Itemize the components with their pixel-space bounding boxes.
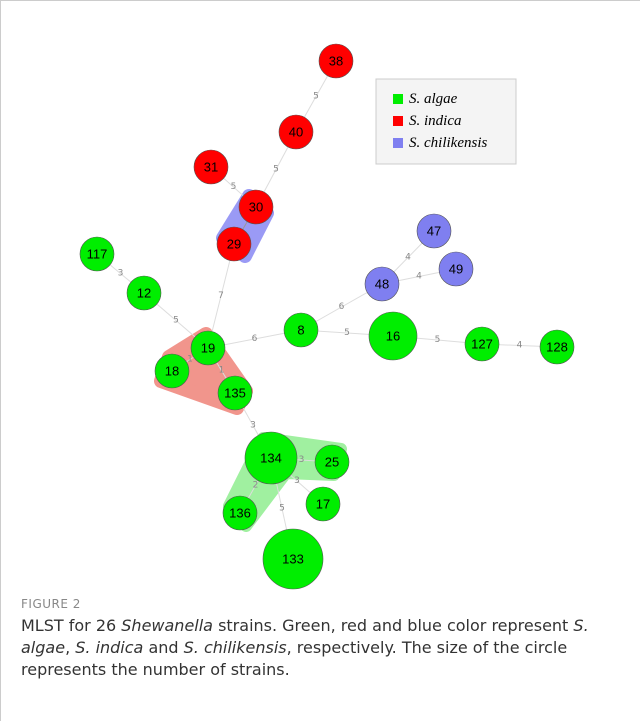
edge-label: 3 (294, 476, 300, 486)
caption-part: S. algae (21, 616, 589, 657)
node (278, 114, 314, 150)
node-label: 136 (229, 506, 251, 521)
edge-label: 4 (416, 272, 422, 282)
caption: FIGURE 2 MLST for 26 Shewanella strains.… (21, 597, 621, 681)
node-label: 47 (427, 224, 441, 239)
node-label: 31 (204, 160, 218, 175)
node (368, 311, 418, 361)
caption-part: and (143, 638, 184, 657)
node-label: 25 (325, 455, 339, 470)
legend-label: S. algae (409, 91, 458, 107)
node (318, 43, 354, 79)
network: 5557356644554113332538403130291171247494… (79, 43, 575, 590)
node (539, 329, 575, 365)
node (193, 149, 229, 185)
node-label: 49 (449, 262, 463, 277)
node (364, 266, 400, 302)
node (222, 495, 258, 531)
node-label: 38 (329, 54, 343, 69)
edge-label: 3 (118, 269, 124, 279)
legend-swatch (393, 116, 403, 126)
legend-label: S. chilikensis (409, 135, 487, 151)
node (238, 189, 274, 225)
node (464, 326, 500, 362)
node-label: 135 (224, 386, 246, 401)
node-label: 133 (282, 552, 304, 567)
node-label: 19 (201, 341, 215, 356)
edge (207, 243, 235, 349)
node-label: 16 (386, 329, 400, 344)
node (126, 275, 162, 311)
node (79, 236, 115, 272)
node-label: 8 (297, 323, 304, 338)
edge-label: 5 (273, 165, 279, 175)
edge-label: 2 (253, 481, 259, 491)
caption-part: , respectively. The size of the circle r… (21, 638, 568, 679)
legend-swatch (393, 138, 403, 148)
caption-part: S. chilikensis (183, 638, 287, 657)
figure-label: FIGURE 2 (21, 597, 81, 611)
node-label: 29 (227, 237, 241, 252)
node-label: 18 (165, 364, 179, 379)
caption-part: S. indica (75, 638, 144, 657)
edge-label: 5 (173, 316, 179, 326)
node-label: 134 (260, 451, 282, 466)
legend-swatch (393, 94, 403, 104)
caption-part: strains. Green, red and blue color repre… (212, 616, 574, 635)
legend-label: S. indica (409, 113, 462, 129)
node-label: 117 (87, 247, 108, 262)
edge-label: 5 (313, 92, 319, 102)
node (154, 353, 190, 389)
edge-label: 6 (252, 334, 258, 344)
node-label: 48 (375, 277, 389, 292)
edge-label: 5 (435, 335, 441, 345)
node (314, 444, 350, 480)
edge-label: 1 (187, 355, 193, 365)
node-label: 128 (546, 340, 568, 355)
edge-label: 1 (219, 366, 225, 376)
node-label: 17 (316, 497, 330, 512)
caption-text: MLST for 26 Shewanella strains. Green, r… (21, 615, 621, 681)
edge-label: 5 (279, 504, 285, 514)
node-label: 12 (137, 286, 151, 301)
edge-label: 5 (231, 182, 237, 192)
node (216, 226, 252, 262)
node (305, 486, 341, 522)
node (438, 251, 474, 287)
node (217, 375, 253, 411)
edge-label: 3 (250, 421, 256, 431)
node (190, 330, 226, 366)
edge-label: 4 (405, 253, 411, 263)
edge-label: 7 (218, 291, 224, 301)
node (262, 528, 324, 590)
caption-part: Shewanella (121, 616, 213, 635)
edge-label: 3 (299, 455, 305, 465)
node-label: 127 (471, 337, 493, 352)
edge-label: 6 (339, 302, 345, 312)
node-label: 40 (289, 125, 303, 140)
node-label: 30 (249, 200, 263, 215)
node (416, 213, 452, 249)
node (244, 431, 298, 485)
edge-label: 4 (517, 341, 523, 351)
node (283, 312, 319, 348)
edge-label: 5 (344, 328, 350, 338)
caption-part: MLST for 26 (21, 616, 122, 635)
caption-part: , (65, 638, 76, 657)
